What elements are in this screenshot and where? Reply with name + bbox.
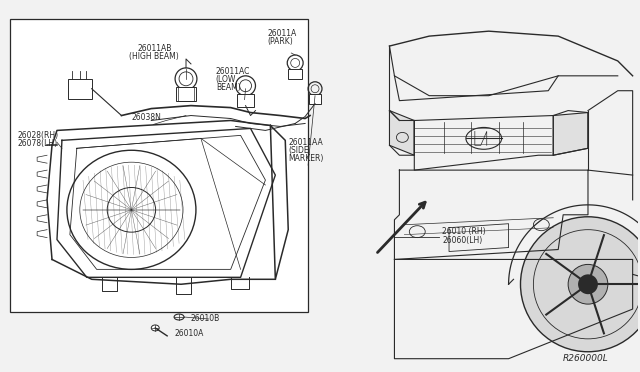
Text: (PARK): (PARK) [268,37,293,46]
Polygon shape [553,113,588,155]
Polygon shape [390,110,414,155]
Text: 26028(RH): 26028(RH) [17,131,58,140]
Text: (SIDE: (SIDE [288,146,309,155]
Text: (HIGH BEAM): (HIGH BEAM) [129,52,179,61]
Text: 26011A: 26011A [268,29,297,38]
Text: BEAM): BEAM) [216,83,241,92]
FancyBboxPatch shape [237,94,255,107]
Text: 26010A: 26010A [174,329,204,338]
FancyBboxPatch shape [288,69,302,79]
Text: 26060(LH): 26060(LH) [442,235,483,244]
FancyBboxPatch shape [68,79,92,99]
Text: 26011AB: 26011AB [137,44,172,53]
Text: 26038N: 26038N [131,113,161,122]
FancyBboxPatch shape [176,87,196,101]
Text: MARKER): MARKER) [288,154,324,163]
Ellipse shape [151,325,159,331]
Text: 26078(LH): 26078(LH) [17,139,58,148]
Text: R260000L: R260000L [563,354,609,363]
Text: (LOW: (LOW [216,75,236,84]
Circle shape [568,264,608,304]
FancyBboxPatch shape [309,94,321,104]
Circle shape [520,217,640,352]
Text: 26011AA: 26011AA [288,138,323,147]
Bar [10,19,308,312]
Text: 26011AC: 26011AC [216,67,250,76]
Circle shape [578,274,598,294]
Text: 26010 (RH): 26010 (RH) [442,227,486,235]
Text: 26010B: 26010B [191,314,220,323]
